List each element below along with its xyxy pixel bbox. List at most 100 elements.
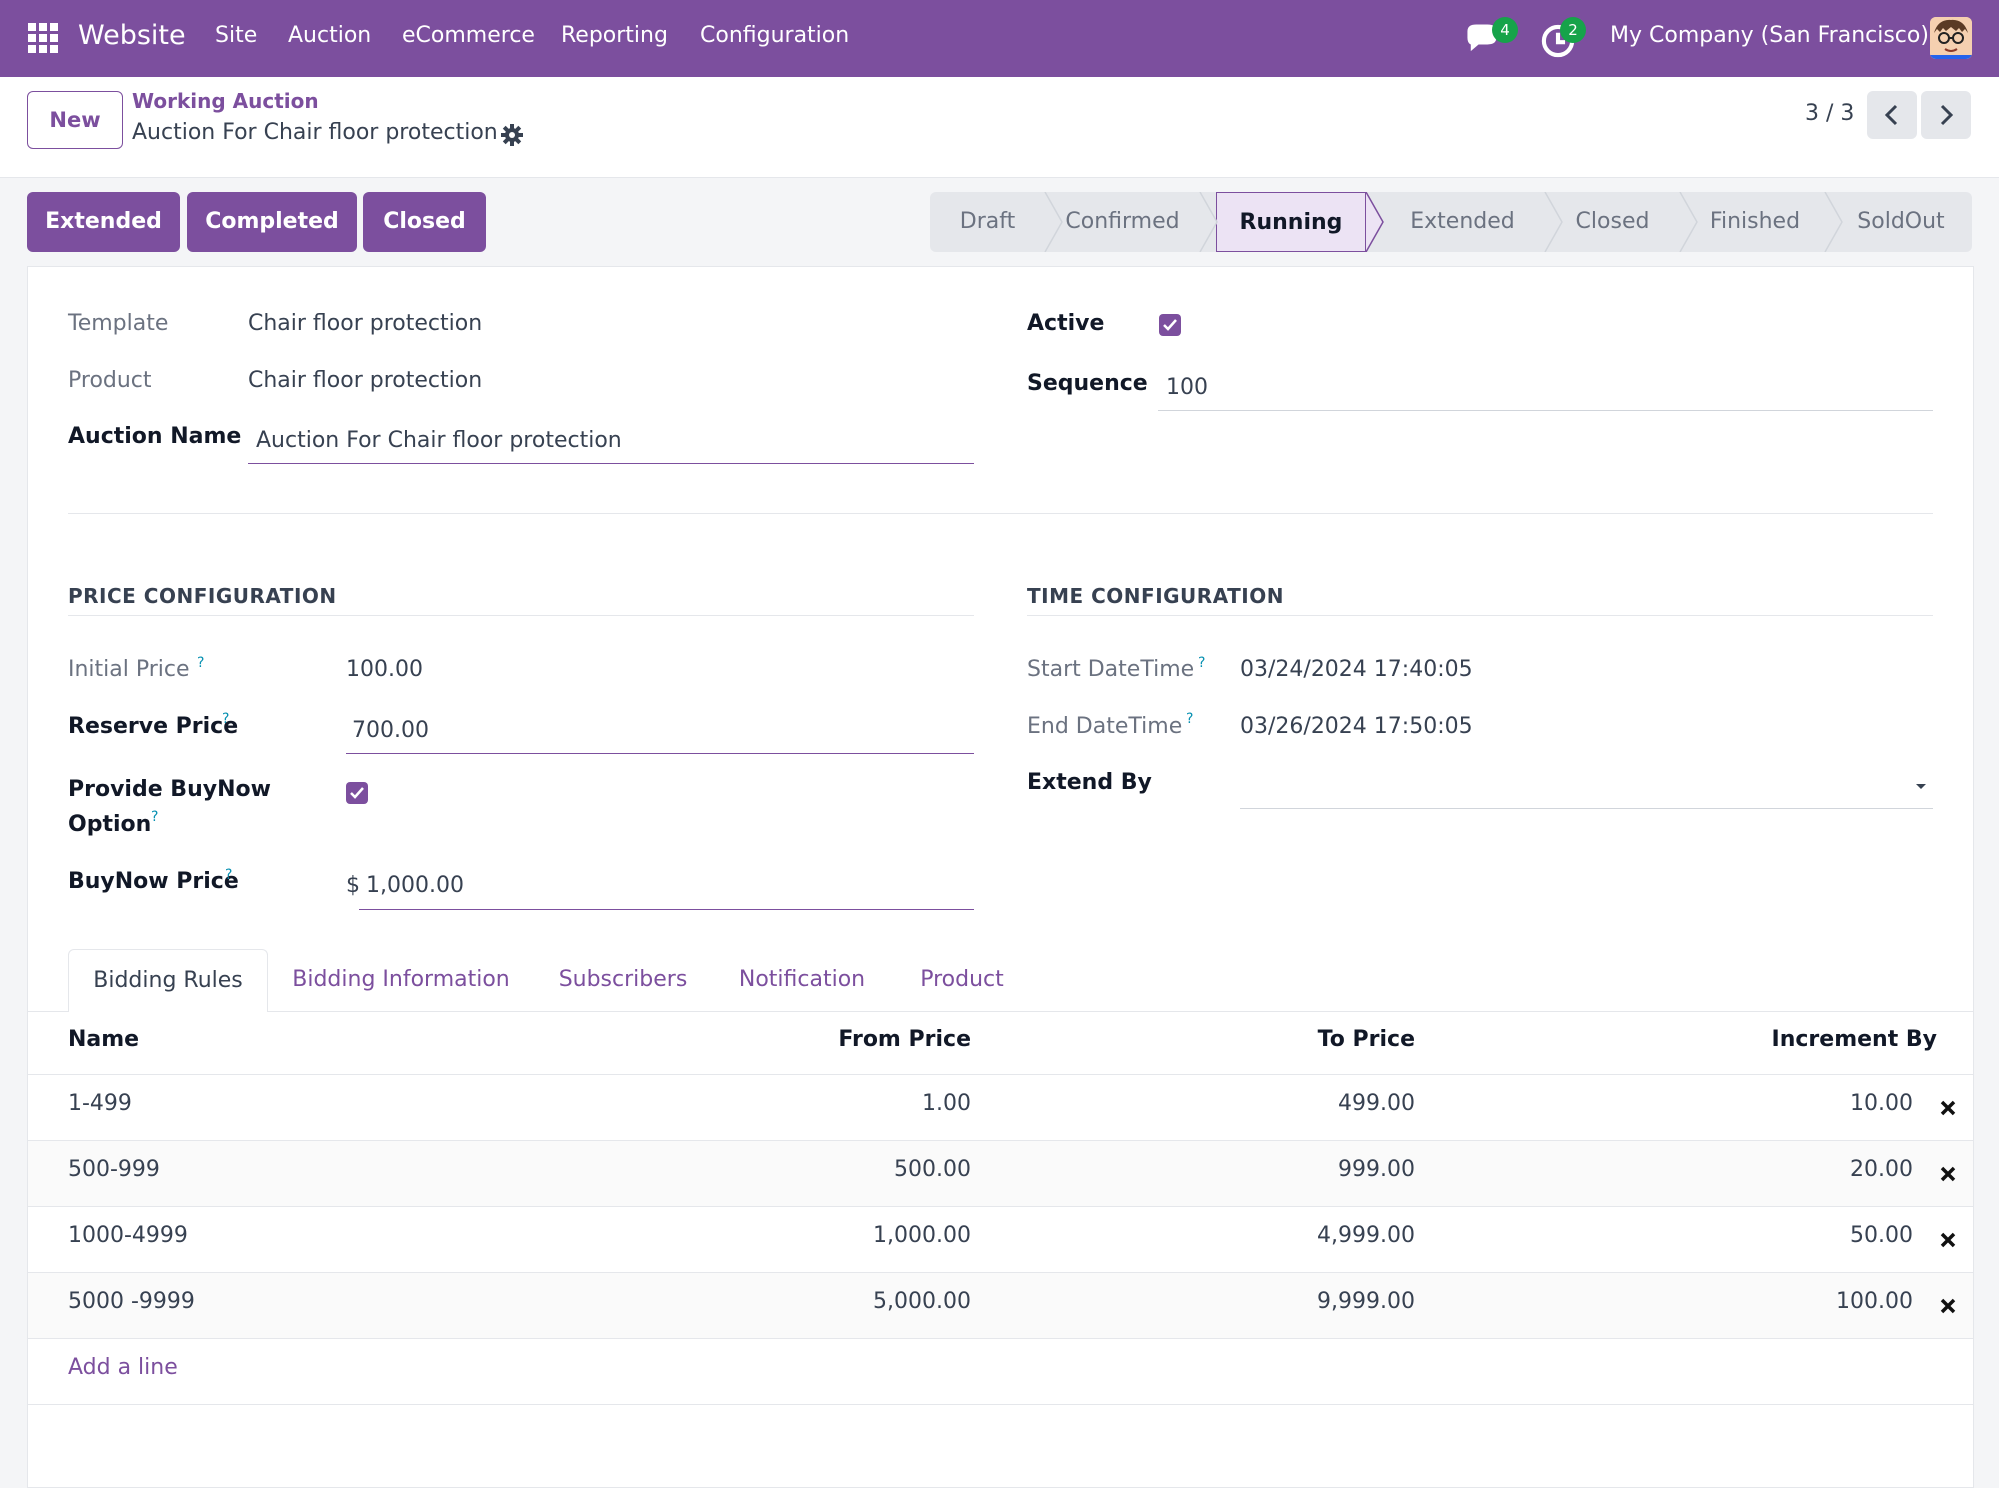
pager-previous-button[interactable]	[1867, 91, 1917, 139]
sequence-input[interactable]: 100	[1166, 375, 1208, 400]
template-label: Template	[68, 311, 169, 336]
active-checkbox[interactable]	[1159, 314, 1181, 336]
chat-icon[interactable]	[1463, 20, 1503, 60]
tab-subscribers[interactable]: Subscribers	[558, 967, 688, 992]
add-a-line-link[interactable]: Add a line	[68, 1355, 178, 1380]
auction-name-input[interactable]: Auction For Chair floor protection	[256, 428, 622, 453]
pager-next-button[interactable]	[1921, 91, 1971, 139]
table-row[interactable]: 1000-4999 1,000.00 4,999.00 50.00	[28, 1206, 1973, 1272]
start-datetime-help[interactable]: ?	[1198, 655, 1206, 671]
reserve-price-label: Reserve Price	[68, 714, 239, 739]
apps-grid-icon[interactable]	[28, 23, 58, 53]
initial-price-help[interactable]: ?	[197, 655, 205, 671]
row-increment-by[interactable]: 100.00	[1836, 1289, 1913, 1314]
breadcrumb-current: Auction For Chair floor protection	[132, 120, 498, 145]
product-value[interactable]: Chair floor protection	[248, 368, 483, 393]
menu-ecommerce[interactable]: eCommerce	[402, 23, 535, 48]
extend-by-select[interactable]	[1240, 808, 1933, 809]
delete-x-icon[interactable]	[1938, 1296, 1958, 1316]
row-name[interactable]: 1000-4999	[68, 1223, 188, 1248]
tab-bidding-rules[interactable]: Bidding Rules	[68, 949, 268, 1012]
separator	[68, 513, 1933, 514]
table-row[interactable]: 500-999 500.00 999.00 20.00	[28, 1140, 1973, 1206]
tab-notification[interactable]: Notification	[738, 967, 866, 992]
row-from-price[interactable]: 5,000.00	[873, 1289, 971, 1314]
stage-confirmed[interactable]: Confirmed	[1065, 209, 1180, 234]
currency-symbol: $	[346, 873, 360, 898]
buynow-price-underline	[359, 909, 974, 910]
template-value[interactable]: Chair floor protection	[248, 311, 483, 336]
menu-reporting[interactable]: Reporting	[561, 23, 668, 48]
new-button[interactable]: New	[27, 91, 123, 149]
buynow-price-label: BuyNow Price	[68, 869, 239, 894]
stage-running[interactable]: Running	[1216, 192, 1366, 252]
stage-draft[interactable]: Draft	[959, 209, 1016, 234]
row-name[interactable]: 1-499	[68, 1091, 132, 1116]
table-row[interactable]: 1-499 1.00 499.00 10.00	[28, 1074, 1973, 1140]
dropdown-caret-icon[interactable]	[1914, 781, 1928, 791]
row-to-price[interactable]: 999.00	[1338, 1157, 1415, 1182]
buynow-option-help[interactable]: ?	[151, 809, 159, 825]
product-label: Product	[68, 368, 152, 393]
company-switcher[interactable]: My Company (San Francisco)	[1610, 23, 1929, 48]
reserve-price-help[interactable]: ?	[222, 711, 230, 727]
closed-button[interactable]: Closed	[363, 192, 486, 252]
messages-count-badge: 4	[1492, 17, 1518, 43]
time-configuration-title: TIME CONFIGURATION	[1027, 584, 1284, 608]
stage-extended[interactable]: Extended	[1410, 209, 1515, 234]
column-header-increment-by[interactable]: Increment By	[1771, 1027, 1937, 1052]
row-from-price[interactable]: 500.00	[894, 1157, 971, 1182]
row-increment-by[interactable]: 10.00	[1850, 1091, 1913, 1116]
menu-configuration[interactable]: Configuration	[700, 23, 850, 48]
row-from-price[interactable]: 1.00	[922, 1091, 971, 1116]
auction-name-underline	[248, 463, 974, 464]
column-header-to-price[interactable]: To Price	[1317, 1027, 1415, 1052]
row-from-price[interactable]: 1,000.00	[873, 1223, 971, 1248]
stage-separators	[1044, 192, 1843, 252]
extended-button[interactable]: Extended	[27, 192, 180, 252]
completed-button[interactable]: Completed	[187, 192, 357, 252]
tab-product[interactable]: Product	[920, 967, 1004, 992]
activities-count-badge: 2	[1560, 17, 1586, 43]
row-to-price[interactable]: 499.00	[1338, 1091, 1415, 1116]
time-section-underline	[1027, 615, 1933, 616]
stage-finished[interactable]: Finished	[1709, 209, 1801, 234]
row-to-price[interactable]: 4,999.00	[1317, 1223, 1415, 1248]
table-row[interactable]: 5000 -9999 5,000.00 9,999.00 100.00	[28, 1272, 1973, 1338]
reserve-price-input[interactable]: 700.00	[352, 718, 429, 743]
app-name[interactable]: Website	[78, 20, 186, 51]
user-avatar[interactable]	[1930, 17, 1972, 59]
column-header-from-price[interactable]: From Price	[838, 1027, 971, 1052]
breadcrumb-parent[interactable]: Working Auction	[132, 89, 319, 113]
auction-name-label: Auction Name	[68, 424, 242, 449]
buynow-price-help[interactable]: ?	[225, 867, 233, 883]
row-increment-by[interactable]: 50.00	[1850, 1223, 1913, 1248]
column-header-name[interactable]: Name	[68, 1027, 140, 1052]
row-name[interactable]: 5000 -9999	[68, 1289, 195, 1314]
stage-soldout[interactable]: SoldOut	[1857, 209, 1945, 234]
row-increment-by[interactable]: 20.00	[1850, 1157, 1913, 1182]
row-name[interactable]: 500-999	[68, 1157, 160, 1182]
extend-by-label: Extend By	[1027, 770, 1152, 795]
status-bar: Draft Confirmed Running Extended Closed …	[930, 192, 1972, 252]
end-datetime-help[interactable]: ?	[1186, 711, 1194, 727]
buynow-option-label-line1: Provide BuyNow	[68, 777, 271, 802]
stage-closed[interactable]: Closed	[1575, 209, 1650, 234]
checkbox-checked-icon	[1163, 319, 1177, 331]
start-datetime-value[interactable]: 03/24/2024 17:40:05	[1240, 657, 1473, 682]
menu-auction[interactable]: Auction	[288, 23, 372, 48]
buynow-option-checkbox[interactable]	[346, 782, 368, 804]
initial-price-value[interactable]: 100.00	[346, 657, 423, 682]
tab-bidding-information[interactable]: Bidding Information	[292, 967, 510, 992]
menu-site[interactable]: Site	[215, 23, 258, 48]
row-to-price[interactable]: 9,999.00	[1317, 1289, 1415, 1314]
buynow-price-input[interactable]: 1,000.00	[366, 873, 464, 898]
end-datetime-value[interactable]: 03/26/2024 17:50:05	[1240, 714, 1473, 739]
delete-x-icon[interactable]	[1938, 1164, 1958, 1184]
reserve-price-underline	[346, 753, 974, 754]
pager-value[interactable]: 3 / 3	[1805, 101, 1855, 126]
checkbox-checked-icon	[350, 787, 364, 799]
gear-icon[interactable]	[500, 123, 524, 147]
delete-x-icon[interactable]	[1938, 1230, 1958, 1250]
delete-x-icon[interactable]	[1938, 1098, 1958, 1118]
